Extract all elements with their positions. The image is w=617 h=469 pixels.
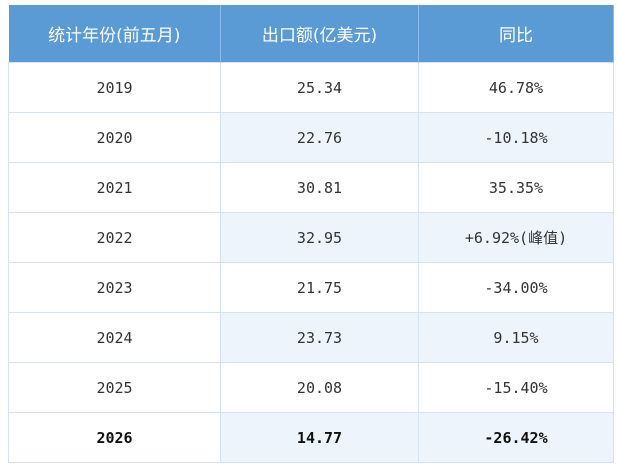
value-cell: -15.40%	[418, 362, 614, 413]
value-cell: -34.00%	[418, 262, 614, 313]
table-row: 2022 32.95 +6.92%(峰值)	[8, 212, 614, 263]
table-row: 2023 21.75 -34.00%	[8, 262, 614, 313]
value-cell: 32.95	[220, 212, 419, 263]
table-row: 2021 30.81 35.35%	[8, 162, 614, 213]
value-cell: -10.18%	[418, 112, 614, 163]
year-cell: 2023	[8, 262, 221, 313]
value-cell: 20.08	[220, 362, 419, 413]
table-body: 2019 25.34 46.78% 2020 22.76 -10.18% 2021 30.81…	[8, 62, 614, 463]
table-row: 2020 22.76 -10.18%	[8, 112, 614, 163]
value-cell: 30.81	[220, 162, 419, 213]
value-cell: +6.92%(峰值)	[418, 212, 614, 263]
table-row: 2025 20.08 -15.40%	[8, 362, 614, 413]
year-cell: 2024	[8, 312, 221, 363]
value-cell: 14.77	[220, 412, 419, 463]
year-cell: 2026	[8, 412, 221, 463]
year-cell: 2019	[8, 62, 221, 113]
value-cell: -26.42%	[418, 412, 614, 463]
header-row: 统计年份(前五月) 出口额(亿美元) 同比	[8, 5, 614, 63]
value-cell: 25.34	[220, 62, 419, 113]
table-row: 2026 14.77 -26.42%	[8, 412, 614, 463]
header-cell: 同比	[418, 5, 614, 63]
value-cell: 46.78%	[418, 62, 614, 113]
value-cell: 22.76	[220, 112, 419, 163]
value-cell: 21.75	[220, 262, 419, 313]
year-cell: 2025	[8, 362, 221, 413]
year-cell: 2021	[8, 162, 221, 213]
table-row: 2024 23.73 9.15%	[8, 312, 614, 363]
value-cell: 35.35%	[418, 162, 614, 213]
table-row: 2019 25.34 46.78%	[8, 62, 614, 113]
year-cell: 2022	[8, 212, 221, 263]
value-cell: 9.15%	[418, 312, 614, 363]
value-cell: 23.73	[220, 312, 419, 363]
year-cell: 2020	[8, 112, 221, 163]
header-cell: 出口额(亿美元)	[220, 5, 419, 63]
table-header: 统计年份(前五月) 出口额(亿美元) 同比	[8, 5, 614, 63]
data-table: 统计年份(前五月) 出口额(亿美元) 同比 2019 25.34 46.78% 2020 2…	[8, 5, 614, 463]
header-cell: 统计年份(前五月)	[8, 5, 221, 63]
